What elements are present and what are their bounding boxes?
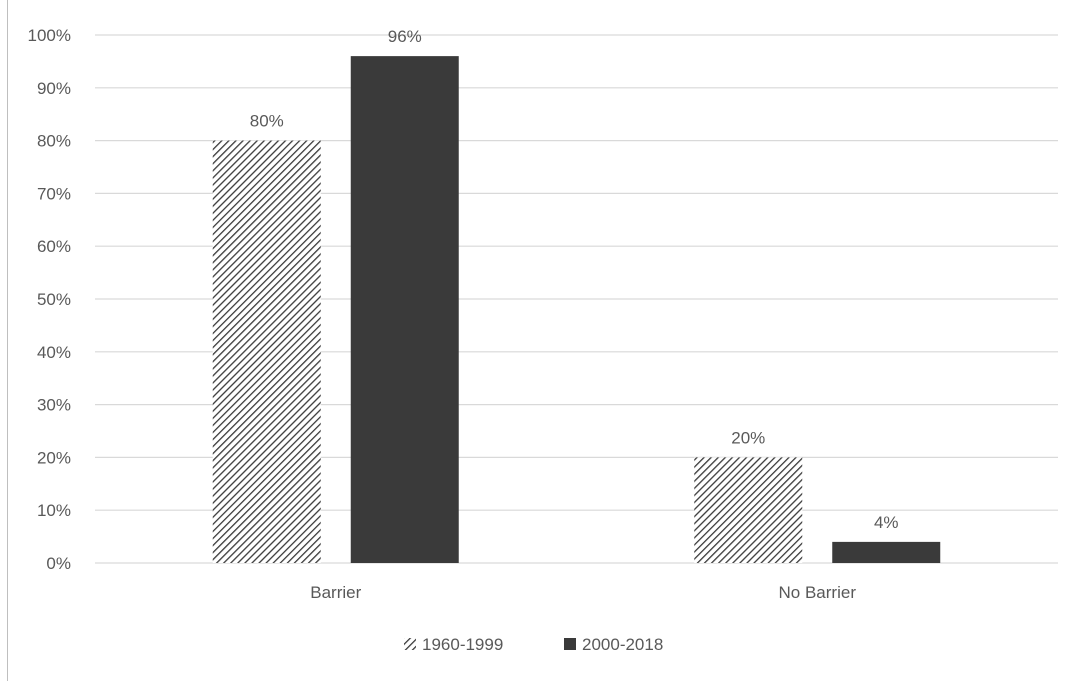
y-tick-label: 20% bbox=[37, 448, 71, 467]
data-label: 20% bbox=[731, 428, 765, 447]
legend-swatch-1960-1999 bbox=[404, 638, 416, 650]
data-label: 4% bbox=[874, 513, 899, 532]
y-tick-label: 70% bbox=[37, 184, 71, 203]
category-labels: Barrier No Barrier bbox=[310, 583, 856, 602]
y-tick-label: 0% bbox=[46, 554, 71, 573]
bar-chart: 0% 10% 20% 30% 40% 50% 60% 70% 80% 90% 100% 80% 96%… bbox=[28, 26, 1058, 654]
legend: 1960-1999 2000-2018 bbox=[404, 635, 663, 654]
category-label: Barrier bbox=[310, 583, 361, 602]
data-label: 96% bbox=[388, 27, 422, 46]
y-tick-label: 90% bbox=[37, 79, 71, 98]
bar-1960-1999-no-barrier bbox=[694, 457, 803, 563]
chart-frame: 0% 10% 20% 30% 40% 50% 60% 70% 80% 90% 100% 80% 96%… bbox=[7, 0, 1070, 681]
y-tick-label: 60% bbox=[37, 237, 71, 256]
category-label: No Barrier bbox=[779, 583, 857, 602]
legend-swatch-2000-2018 bbox=[564, 638, 576, 650]
data-labels: 80% 96% 20% 4% bbox=[250, 27, 899, 532]
data-label: 80% bbox=[250, 112, 284, 131]
y-tick-label: 50% bbox=[37, 290, 71, 309]
y-tick-label: 10% bbox=[37, 501, 71, 520]
bar-1960-1999-barrier bbox=[212, 140, 321, 563]
legend-label: 2000-2018 bbox=[582, 635, 663, 654]
y-tick-label: 40% bbox=[37, 343, 71, 362]
bar-2000-2018-no-barrier bbox=[832, 541, 941, 563]
y-axis-ticks: 0% 10% 20% 30% 40% 50% 60% 70% 80% 90% 100% bbox=[28, 26, 71, 573]
bar-2000-2018-barrier bbox=[350, 56, 459, 564]
legend-label: 1960-1999 bbox=[422, 635, 503, 654]
bars bbox=[212, 56, 941, 564]
y-tick-label: 80% bbox=[37, 132, 71, 151]
y-tick-label: 100% bbox=[28, 26, 71, 45]
y-tick-label: 30% bbox=[37, 396, 71, 415]
